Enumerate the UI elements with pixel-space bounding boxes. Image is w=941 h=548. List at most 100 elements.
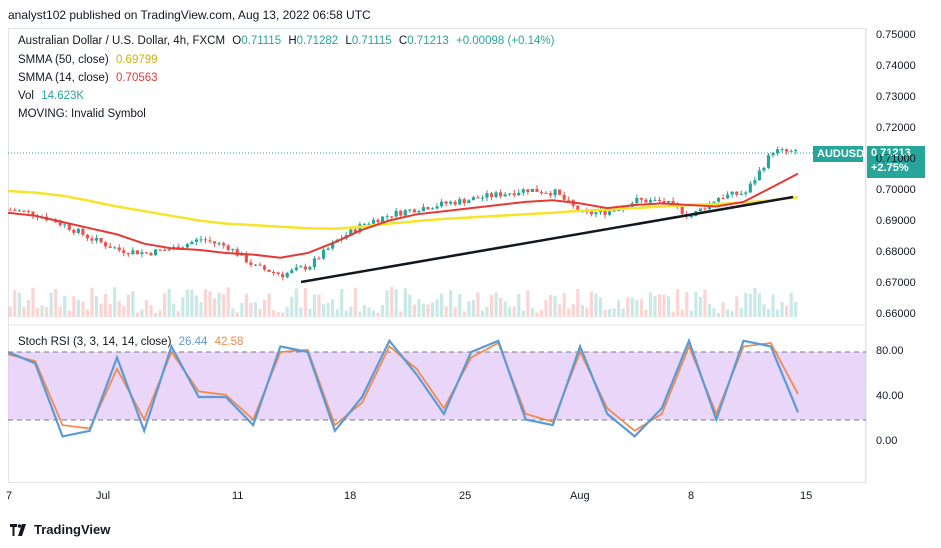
candle-body: [353, 229, 357, 233]
open-value: 0.71115: [241, 35, 282, 47]
candle-body: [299, 266, 303, 268]
volume-bar: [553, 295, 557, 317]
symbol-price-tag: AUDUSD: [813, 146, 864, 162]
candle-body: [530, 188, 534, 192]
candle-body: [317, 258, 321, 260]
candle-body: [521, 189, 525, 193]
candle-body: [394, 210, 398, 217]
candle-body: [90, 238, 94, 241]
candle-body: [671, 200, 675, 204]
stoch-k-line: [8, 337, 800, 438]
candle-body: [203, 239, 208, 241]
volume-bar: [594, 293, 598, 317]
volume-bar: [707, 303, 712, 317]
trendline: [300, 195, 794, 284]
volume-bar: [194, 295, 199, 317]
candles: [8, 146, 798, 281]
candle-body: [748, 183, 752, 193]
volume-bar: [40, 305, 44, 317]
volume-bar: [108, 303, 112, 317]
candle-body: [567, 199, 571, 201]
candle-body: [698, 208, 702, 212]
price-tick-label: 0.68000: [876, 246, 916, 258]
volume-bar: [748, 293, 752, 317]
moving-legend: MOVING: Invalid Symbol: [18, 108, 146, 120]
volume-bar: [122, 306, 126, 317]
volume-bar: [562, 292, 566, 317]
price-tick-label: 0.66000: [876, 308, 916, 320]
time-tick-label: 7: [6, 490, 13, 502]
candle-body: [167, 249, 171, 251]
volume-bar: [775, 309, 780, 317]
smma14-legend: SMMA (14, close) 0.70563: [18, 72, 158, 84]
volume-bar: [689, 310, 693, 317]
candle-body: [362, 223, 366, 225]
price-chart[interactable]: [8, 28, 868, 483]
candle-body: [744, 192, 748, 194]
volume-bar: [716, 312, 721, 317]
candle-body: [635, 197, 639, 204]
price-tick-label: 0.72000: [876, 122, 916, 134]
candle-body: [403, 210, 407, 216]
volume-bar: [530, 308, 534, 317]
volume-bar: [644, 309, 648, 317]
candle-body: [81, 228, 85, 235]
volume-bar: [90, 287, 94, 317]
volume-bar: [67, 310, 71, 317]
candle-body: [262, 265, 267, 270]
candle-body: [58, 222, 62, 226]
candle-body: [226, 245, 230, 250]
candle-body: [453, 201, 457, 205]
candle-body: [26, 210, 31, 212]
candle-body: [312, 258, 317, 267]
volume-bar: [762, 304, 766, 317]
volume-bar: [385, 290, 389, 317]
time-tick-label: Aug: [570, 490, 590, 502]
candle-body: [217, 243, 221, 245]
time-tick-label: 15: [800, 490, 813, 502]
candle-body: [508, 193, 512, 195]
candle-body: [22, 210, 26, 212]
candle-body: [158, 249, 162, 251]
candle-body: [775, 149, 780, 154]
volume-bar: [558, 304, 562, 317]
candle-body: [576, 205, 580, 212]
volume-bar: [140, 309, 144, 317]
candle-body: [235, 249, 239, 256]
volume-bar: [272, 310, 276, 317]
volume-bar: [766, 308, 771, 317]
candle-body: [726, 194, 730, 199]
volume-legend: Vol 14.623K: [18, 90, 84, 102]
candle-body: [99, 237, 103, 243]
volume-bar: [167, 288, 171, 317]
volume-bar: [612, 308, 616, 317]
candle-body: [771, 153, 775, 156]
volume-bar: [158, 310, 162, 317]
volume-bar: [299, 307, 303, 317]
candle-body: [462, 199, 466, 204]
candle-body: [480, 197, 485, 199]
candle-body: [349, 229, 353, 236]
volume-bar: [235, 312, 239, 317]
candle-body: [63, 224, 67, 226]
tradingview-brand[interactable]: TradingView: [10, 522, 110, 537]
candle-body: [249, 262, 253, 265]
volume-bar: [694, 291, 698, 317]
candle-body: [444, 201, 448, 204]
volume-bar: [331, 299, 335, 317]
candle-body: [376, 219, 380, 223]
candle-body: [8, 209, 12, 211]
candle-body: [589, 211, 594, 215]
candle-body: [408, 209, 412, 211]
candle-body: [539, 191, 544, 193]
candle-body: [76, 228, 80, 233]
candle-body: [108, 246, 112, 248]
price-tick-label: 0.70000: [876, 184, 916, 196]
candle-body: [558, 189, 562, 195]
volume-bar: [58, 306, 62, 317]
volume-bar: [598, 297, 603, 317]
volume-bar: [617, 300, 621, 317]
volume-bar: [467, 301, 471, 317]
volume-bar: [45, 306, 49, 317]
candle-body: [489, 193, 494, 198]
